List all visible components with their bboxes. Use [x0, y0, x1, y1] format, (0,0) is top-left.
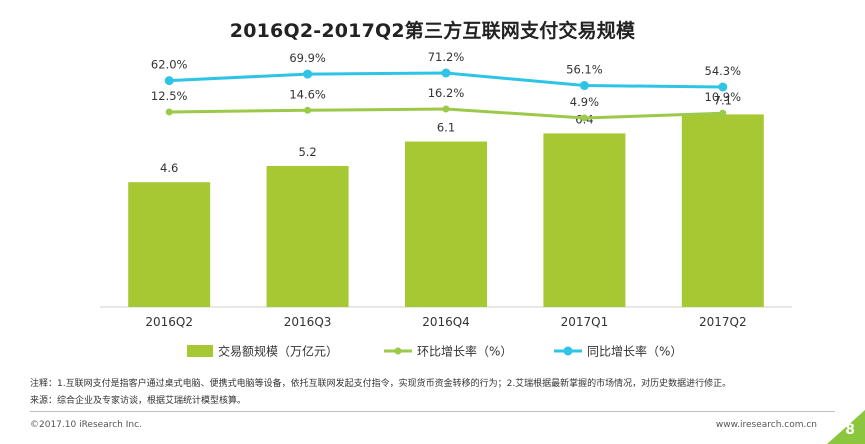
bar-2016Q3	[266, 165, 349, 307]
bars-layer: 4.65.26.16.47.1	[128, 93, 764, 307]
yoy-growth-point	[303, 69, 313, 79]
x-tick-label: 2016Q3	[284, 315, 332, 329]
legend-mom-marker	[394, 347, 402, 355]
legend: 交易额规模（万亿元） 环比增长率（%） 同比增长率（%）	[187, 344, 682, 359]
mom-growth-value-label: 4.9%	[570, 95, 599, 109]
bar-2017Q2	[681, 114, 764, 307]
yoy-growth-point	[718, 82, 728, 92]
lines-layer: 62.0% 69.9% 71.2% 56.1% 54.3% 12.5% 14.6% 16.2%…	[151, 50, 741, 122]
legend-bar-swatch	[187, 345, 213, 357]
yoy-growth-point	[164, 76, 174, 86]
mom-growth-point	[165, 108, 173, 116]
copyright-text: ©2017.10 iResearch Inc.	[30, 420, 142, 430]
x-tick-label: 2017Q2	[699, 315, 747, 329]
bar-value-label: 6.1	[437, 121, 455, 135]
bar-2016Q2	[128, 182, 211, 307]
legend-yoy-marker	[563, 346, 573, 356]
yoy-growth-value-label: 69.9%	[289, 51, 326, 65]
x-tick-labels: 2016Q2 2016Q3 2016Q4 2017Q1 2017Q2	[145, 315, 746, 329]
yoy-growth-value-label: 62.0%	[151, 58, 188, 72]
mom-growth-value-label: 12.5%	[151, 89, 188, 103]
legend-yoy-label: 同比增长率（%）	[587, 344, 682, 359]
mom-growth-value-label: 16.2%	[428, 86, 465, 100]
x-tick-label: 2016Q2	[145, 315, 193, 329]
yoy-growth-point	[579, 81, 589, 91]
website-link[interactable]: www.iresearch.com.cn	[715, 420, 817, 430]
source-text: 来源：综合企业及专家访谈，根据艾瑞统计模型核算。	[30, 396, 247, 406]
mom-growth-point	[719, 109, 727, 117]
yoy-growth-value-label: 54.3%	[705, 64, 742, 78]
page-number: 8	[845, 422, 855, 438]
page-corner-badge	[827, 410, 865, 444]
mom-growth-value-label: 14.6%	[289, 87, 326, 101]
chart-area: 4.65.26.16.47.1 62.0%69.9%71.2%56.1%54.3…	[100, 50, 792, 359]
yoy-growth-point	[441, 68, 451, 78]
x-tick-label: 2017Q1	[561, 315, 609, 329]
legend-bar-label: 交易额规模（万亿元）	[218, 344, 338, 359]
yoy-growth-value-label: 56.1%	[566, 63, 603, 77]
bar-2017Q1	[543, 133, 626, 307]
mom-growth-value-label: 10.9%	[705, 90, 742, 104]
bar-2016Q4	[405, 141, 487, 307]
footer-divider	[30, 411, 835, 412]
legend-mom-label: 环比增长率（%）	[417, 344, 512, 359]
note-text: 注释：1.互联网支付是指客户通过桌式电脑、便携式电脑等设备，依托互联网发起支付指…	[30, 379, 732, 389]
bar-value-label: 4.6	[160, 161, 178, 175]
chart-title: 2016Q2-2017Q2第三方互联网支付交易规模	[229, 20, 636, 42]
mom-growth-point	[580, 114, 588, 122]
x-tick-label: 2016Q4	[422, 315, 470, 329]
bar-value-label: 5.2	[298, 145, 316, 159]
mom-growth-point	[442, 105, 450, 113]
yoy-growth-value-label: 71.2%	[428, 50, 465, 64]
bar-value-label: 7.1	[714, 93, 732, 107]
mom-growth-point	[304, 106, 312, 114]
